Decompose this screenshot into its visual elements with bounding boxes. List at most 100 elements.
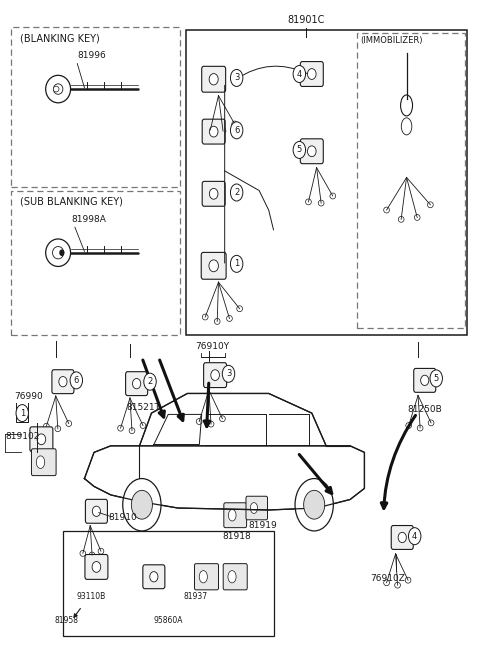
Circle shape xyxy=(230,122,243,139)
Ellipse shape xyxy=(36,456,45,468)
Ellipse shape xyxy=(37,434,46,445)
FancyBboxPatch shape xyxy=(223,564,247,590)
Text: 819102: 819102 xyxy=(5,432,40,441)
Ellipse shape xyxy=(46,75,71,103)
Circle shape xyxy=(408,527,421,544)
Ellipse shape xyxy=(232,121,238,127)
Ellipse shape xyxy=(203,314,208,320)
Text: 4: 4 xyxy=(297,70,302,79)
Ellipse shape xyxy=(384,207,389,213)
Ellipse shape xyxy=(208,421,214,427)
Text: 81910: 81910 xyxy=(108,513,137,522)
Polygon shape xyxy=(269,415,310,445)
Ellipse shape xyxy=(414,215,420,220)
FancyBboxPatch shape xyxy=(52,370,74,394)
Ellipse shape xyxy=(98,548,104,554)
Text: (BLANKING KEY): (BLANKING KEY) xyxy=(20,34,99,44)
Ellipse shape xyxy=(199,571,207,583)
Ellipse shape xyxy=(428,420,434,426)
Ellipse shape xyxy=(220,128,226,134)
Circle shape xyxy=(132,490,153,519)
Ellipse shape xyxy=(209,260,218,272)
Ellipse shape xyxy=(417,425,423,431)
Circle shape xyxy=(60,250,64,255)
Text: 81521T: 81521T xyxy=(126,403,160,412)
Circle shape xyxy=(16,405,28,422)
Ellipse shape xyxy=(118,425,123,431)
Ellipse shape xyxy=(420,375,429,386)
Ellipse shape xyxy=(308,146,316,157)
Ellipse shape xyxy=(395,582,400,588)
Ellipse shape xyxy=(308,69,316,79)
FancyBboxPatch shape xyxy=(30,427,53,452)
FancyBboxPatch shape xyxy=(414,369,436,392)
Ellipse shape xyxy=(53,86,59,92)
FancyBboxPatch shape xyxy=(202,119,225,144)
Text: 5: 5 xyxy=(433,374,439,383)
Text: 76990: 76990 xyxy=(14,392,43,401)
Circle shape xyxy=(230,255,243,272)
Circle shape xyxy=(304,490,324,519)
Ellipse shape xyxy=(398,216,404,222)
Ellipse shape xyxy=(227,316,232,321)
Ellipse shape xyxy=(211,370,219,380)
FancyBboxPatch shape xyxy=(246,496,267,520)
Circle shape xyxy=(293,142,306,159)
FancyBboxPatch shape xyxy=(224,502,247,527)
Circle shape xyxy=(430,370,443,387)
Circle shape xyxy=(230,70,243,87)
Ellipse shape xyxy=(401,118,412,135)
Ellipse shape xyxy=(228,510,236,521)
FancyBboxPatch shape xyxy=(202,66,226,92)
Ellipse shape xyxy=(318,200,324,206)
Ellipse shape xyxy=(219,416,225,422)
Ellipse shape xyxy=(398,533,407,543)
Text: 5: 5 xyxy=(297,146,302,154)
Text: 95860A: 95860A xyxy=(154,615,183,625)
Ellipse shape xyxy=(330,193,336,199)
FancyBboxPatch shape xyxy=(204,363,227,388)
FancyBboxPatch shape xyxy=(300,62,323,87)
Text: 81937: 81937 xyxy=(184,592,208,601)
Ellipse shape xyxy=(405,577,411,583)
Ellipse shape xyxy=(132,379,141,389)
Ellipse shape xyxy=(207,127,213,133)
FancyBboxPatch shape xyxy=(201,253,226,279)
Text: 81250B: 81250B xyxy=(407,405,442,414)
FancyBboxPatch shape xyxy=(126,372,148,396)
Text: (IMMOBILIZER): (IMMOBILIZER) xyxy=(360,36,423,45)
Ellipse shape xyxy=(209,126,218,137)
Text: 3: 3 xyxy=(226,369,231,379)
Ellipse shape xyxy=(401,95,412,116)
Ellipse shape xyxy=(52,247,64,259)
Ellipse shape xyxy=(92,562,101,572)
Text: (SUB BLANKING KEY): (SUB BLANKING KEY) xyxy=(20,197,123,207)
FancyBboxPatch shape xyxy=(85,554,108,579)
Polygon shape xyxy=(154,415,202,445)
Ellipse shape xyxy=(44,423,49,429)
Polygon shape xyxy=(206,415,266,445)
Ellipse shape xyxy=(66,420,72,426)
Text: 76910Y: 76910Y xyxy=(196,342,230,351)
Text: 6: 6 xyxy=(234,126,240,134)
Ellipse shape xyxy=(306,199,312,205)
Ellipse shape xyxy=(228,571,236,583)
Circle shape xyxy=(222,365,235,382)
Circle shape xyxy=(230,184,243,201)
Text: 81996: 81996 xyxy=(77,51,106,60)
FancyBboxPatch shape xyxy=(143,565,165,588)
Text: 81901C: 81901C xyxy=(288,15,325,25)
Text: 1: 1 xyxy=(234,259,239,268)
Text: 81998A: 81998A xyxy=(72,215,107,224)
Ellipse shape xyxy=(209,73,218,85)
Text: 6: 6 xyxy=(73,376,79,385)
Polygon shape xyxy=(84,394,364,510)
Ellipse shape xyxy=(89,552,95,558)
Text: 93110B: 93110B xyxy=(76,592,105,601)
Text: 76910Z: 76910Z xyxy=(370,574,405,583)
Ellipse shape xyxy=(150,571,158,582)
Ellipse shape xyxy=(129,428,135,434)
Circle shape xyxy=(123,479,161,531)
Ellipse shape xyxy=(215,318,220,324)
Ellipse shape xyxy=(428,202,433,208)
